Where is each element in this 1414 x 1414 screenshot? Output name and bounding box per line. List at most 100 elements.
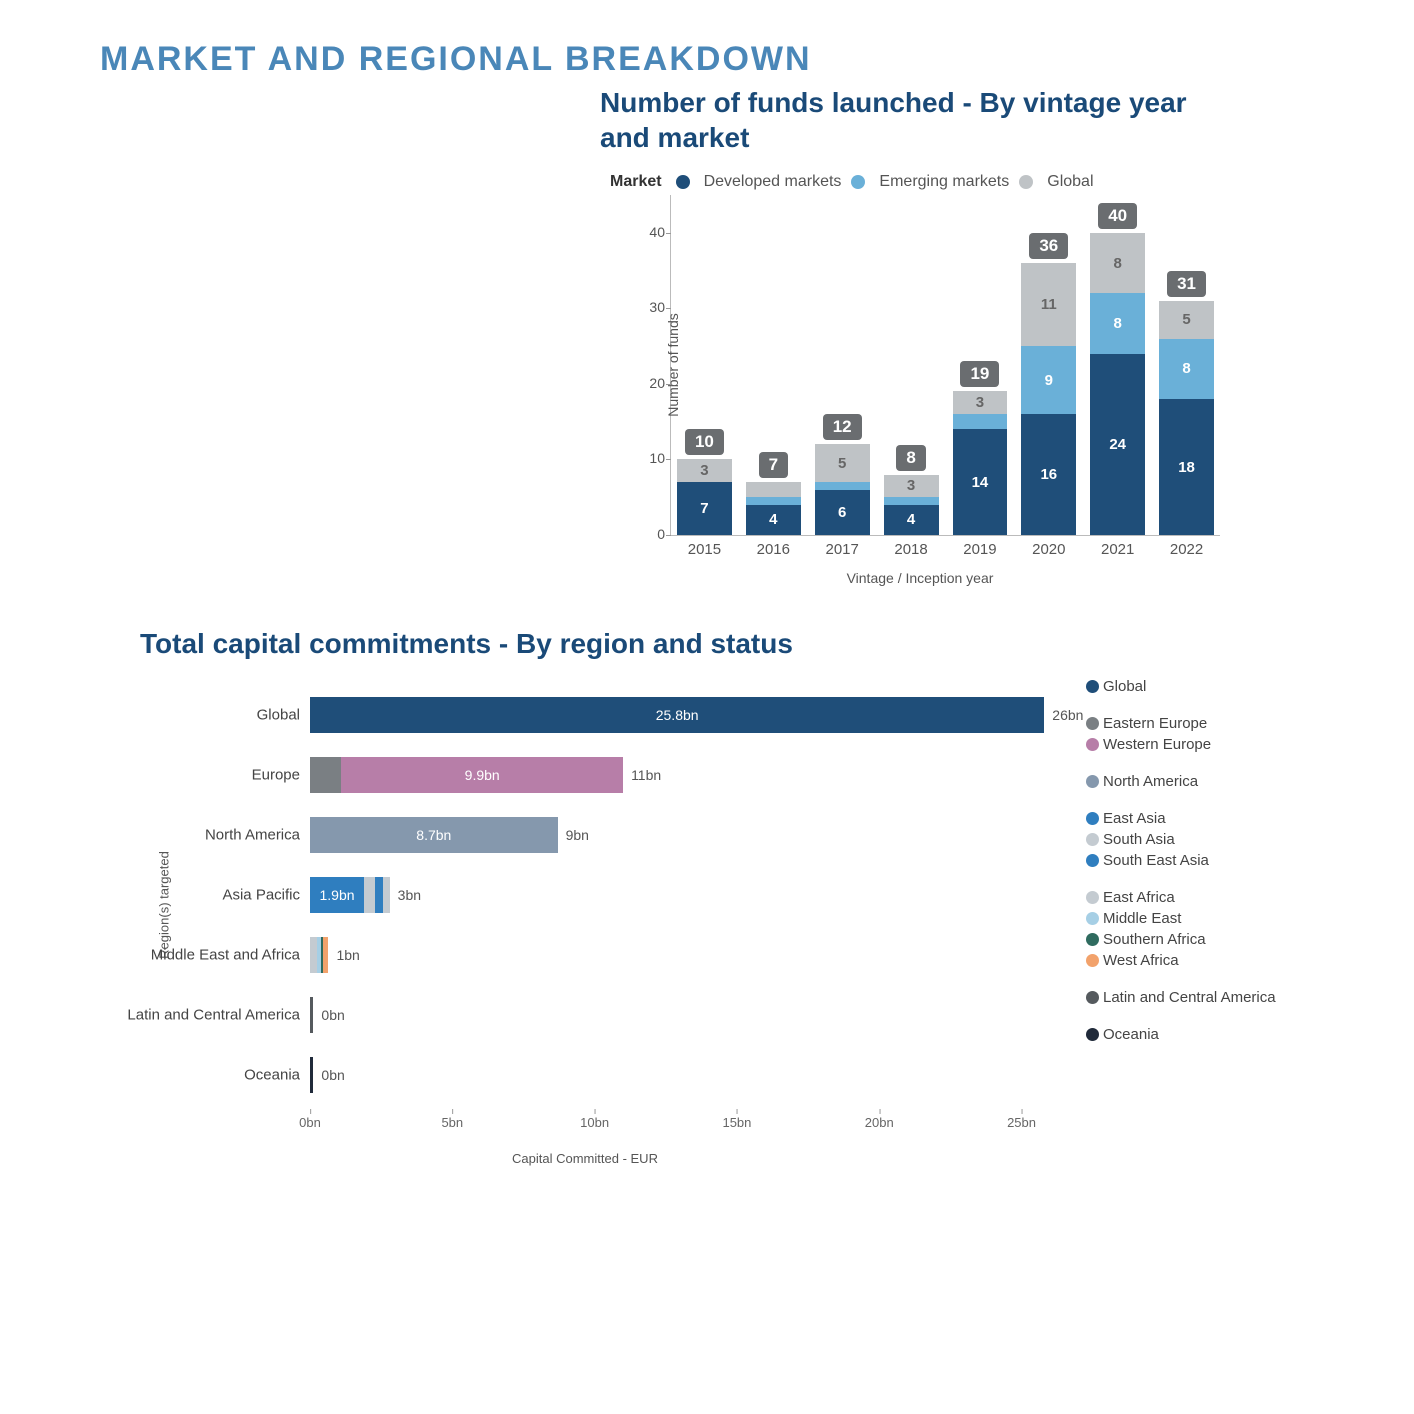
chart2-legend-item: South Asia (1082, 830, 1314, 849)
chart1-xtick: 2015 (677, 541, 732, 558)
chart2-container: Total capital commitments - By region an… (100, 626, 1314, 1174)
chart2-xtick: 20bn (865, 1109, 894, 1130)
chart2-legend-group: East Africa Middle East Southern Africa Wes… (1082, 888, 1314, 970)
chart1-ytick-mark (666, 308, 671, 309)
chart2-bar-total: 11bn (631, 767, 661, 783)
legend-swatch (1086, 912, 1099, 925)
chart2-legend-item: South East Asia (1082, 851, 1314, 870)
chart1-bar-segment (746, 482, 801, 497)
chart2-bar-segment (310, 937, 317, 973)
chart1-bar-segment: 5 (1159, 301, 1214, 339)
chart1-bar-segment: 14 (953, 429, 1008, 535)
legend-swatch (1086, 991, 1099, 1004)
chart2-bar-segment: 8.7bn (310, 817, 558, 853)
chart2-legend-item: Middle East (1082, 909, 1314, 928)
chart1-bar-column: 4024882021 (1090, 203, 1145, 535)
legend-item-label: Oceania (1103, 1026, 1159, 1043)
chart2-row-label: Middle East and Africa (115, 947, 300, 964)
chart1-bar-stack: 73 (677, 459, 732, 535)
chart1-bar-column: 36169112020 (1021, 233, 1076, 535)
legend-item-label: Eastern Europe (1103, 715, 1207, 732)
chart1-ytick-mark (666, 233, 671, 234)
chart1-bar-segment: 6 (815, 490, 870, 535)
chart2-legend-item: Eastern Europe (1082, 714, 1314, 733)
legend-item-label: West Africa (1103, 952, 1179, 969)
chart2-xlabel: Capital Committed - EUR (110, 1151, 1060, 1166)
chart1-container: Number of funds launched - By vintage ye… (600, 85, 1240, 596)
chart2-legend: Global Eastern EuropeWestern Europe North … (1070, 671, 1314, 1062)
chart1-bar-segment: 11 (1021, 263, 1076, 346)
chart2-legend-item: East Asia (1082, 809, 1314, 828)
chart1-bar-segment: 18 (1159, 399, 1214, 535)
legend-item-label: Southern Africa (1103, 931, 1206, 948)
chart2-legend-group: North America (1082, 772, 1314, 791)
chart1-bar-segment: 4 (746, 505, 801, 535)
chart2-area: Region(s) targeted 0bn5bn10bn15bn20bn25b… (100, 671, 1314, 1174)
chart1-xtick: 2022 (1159, 541, 1214, 558)
chart2-bar-total: 0bn (321, 1007, 344, 1023)
chart1-ytick-mark (666, 459, 671, 460)
chart2-bar-total: 26bn (1052, 707, 1083, 723)
chart2-bar-segment (323, 937, 329, 973)
chart1-total-badge: 31 (1167, 271, 1206, 297)
chart1-xtick: 2017 (815, 541, 870, 558)
chart2-bar-total: 9bn (566, 827, 589, 843)
chart1-bar-stack: 143 (953, 391, 1008, 535)
chart2-legend-item: West Africa (1082, 951, 1314, 970)
chart2-xtick: 10bn (580, 1109, 609, 1130)
chart1-bar-segment: 16 (1021, 414, 1076, 535)
chart1-xtick: 2016 (746, 541, 801, 558)
chart2-row-label: Oceania (115, 1067, 300, 1084)
chart1-ytick: 30 (631, 299, 665, 315)
chart1-title: Number of funds launched - By vintage ye… (600, 85, 1240, 155)
chart1-xtick: 2020 (1021, 541, 1076, 558)
chart1-xtick: 2019 (953, 541, 1008, 558)
legend-item-label: South East Asia (1103, 852, 1209, 869)
legend-item-label: North America (1103, 773, 1198, 790)
chart1-bar-segment (746, 497, 801, 505)
chart2-bar-segment (364, 877, 375, 913)
chart2-bar: 1.9bn 3bn (310, 877, 421, 913)
chart2-bar: 8.7bn 9bn (310, 817, 589, 853)
legend-item-label: Emerging markets (879, 173, 1009, 191)
legend-swatch (851, 175, 865, 189)
chart1-ytick: 0 (631, 526, 665, 542)
chart2-bar-total: 1bn (336, 947, 359, 963)
chart2-ylabel: Region(s) targeted (156, 851, 171, 959)
chart1-total-badge: 7 (759, 452, 788, 478)
chart1-bar-stack: 43 (884, 475, 939, 535)
chart1-bar-stack: 16911 (1021, 263, 1076, 535)
chart1-bar-stack: 2488 (1090, 233, 1145, 535)
legend-item-label: Global (1047, 173, 1093, 191)
page: MARKET AND REGIONAL BREAKDOWN Number of … (0, 0, 1414, 1174)
chart2-title: Total capital commitments - By region an… (140, 626, 1314, 661)
chart1-bar-segment: 24 (1090, 354, 1145, 535)
chart2-legend-group: Global (1082, 677, 1314, 696)
chart1-bar-stack: 65 (815, 444, 870, 535)
chart1-bar-segment: 8 (1090, 233, 1145, 293)
chart2-legend-group: Eastern EuropeWestern Europe (1082, 714, 1314, 754)
chart1-ytick-mark (666, 384, 671, 385)
chart2-bar-total: 3bn (398, 887, 421, 903)
chart1-bar-segment: 5 (815, 444, 870, 482)
chart2-bar-segment (310, 997, 313, 1033)
legend-swatch (1086, 1028, 1099, 1041)
chart1-ytick: 40 (631, 224, 665, 240)
chart1-bar-segment (953, 414, 1008, 429)
legend-item-label: Developed markets (704, 173, 842, 191)
chart2-legend-item: Global (1082, 677, 1314, 696)
chart2-legend-item: Southern Africa (1082, 930, 1314, 949)
legend-swatch (1086, 680, 1099, 693)
chart1-bar-segment: 3 (677, 459, 732, 482)
chart1-total-badge: 8 (896, 445, 925, 471)
legend-item-label: East Africa (1103, 889, 1175, 906)
chart1-bar-segment: 9 (1021, 346, 1076, 414)
chart2-bar-segment: 25.8bn (310, 697, 1044, 733)
chart2-legend-item: East Africa (1082, 888, 1314, 907)
legend-item-label: East Asia (1103, 810, 1166, 827)
chart2-bar-segment: 1.9bn (310, 877, 364, 913)
chart2-bar: 0bn (310, 1057, 345, 1093)
chart1-bar-stack: 1885 (1159, 301, 1214, 535)
chart1-plot: Number of funds 107320157420161265201784… (670, 195, 1220, 536)
chart2-xtick: 15bn (722, 1109, 751, 1130)
